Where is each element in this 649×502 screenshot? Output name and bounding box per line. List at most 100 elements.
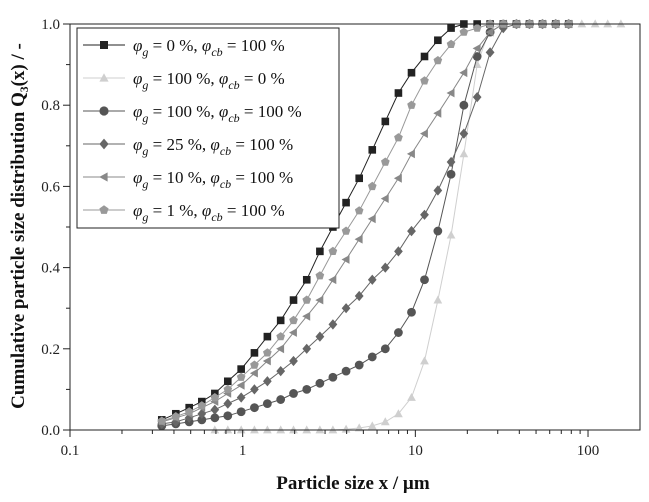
data-point xyxy=(276,425,286,434)
data-point xyxy=(446,169,456,179)
data-point xyxy=(250,425,259,434)
data-point xyxy=(223,398,233,409)
data-point xyxy=(328,372,338,382)
data-point xyxy=(380,344,390,354)
data-point xyxy=(237,365,245,373)
data-point xyxy=(276,332,285,341)
data-point xyxy=(171,412,181,421)
data-point xyxy=(420,52,429,61)
y-tick-label: 0.2 xyxy=(41,342,60,358)
data-point xyxy=(459,149,469,158)
legend-item: φg = 100 %, φcb = 100 % xyxy=(83,102,302,125)
data-point xyxy=(368,146,377,154)
x-tick-label: 100 xyxy=(577,443,600,459)
legend-marker xyxy=(99,73,109,82)
data-point xyxy=(433,185,443,196)
data-point xyxy=(472,44,481,53)
data-point xyxy=(171,416,181,427)
data-point xyxy=(236,407,246,417)
data-point xyxy=(302,311,311,321)
data-point xyxy=(381,157,390,166)
data-point xyxy=(354,290,364,302)
data-point xyxy=(616,19,626,28)
x-tick-label: 1 xyxy=(239,443,247,459)
data-point xyxy=(341,226,351,235)
data-point xyxy=(236,425,246,434)
data-point xyxy=(380,262,390,273)
data-point xyxy=(420,275,429,285)
data-point xyxy=(367,421,377,430)
data-point xyxy=(250,384,259,395)
data-point xyxy=(394,133,403,142)
data-point xyxy=(367,274,377,285)
data-point xyxy=(262,399,272,409)
legend-marker xyxy=(99,106,109,116)
data-point xyxy=(223,411,233,421)
data-point xyxy=(236,372,246,381)
data-point xyxy=(381,117,390,126)
data-point xyxy=(276,344,285,354)
data-point xyxy=(328,275,337,285)
data-point xyxy=(316,247,324,256)
data-point xyxy=(289,355,298,367)
legend: φg = 0 %, φcb = 100 % φg = 100 %, φcb = 0… xyxy=(76,27,340,229)
data-point xyxy=(433,226,443,236)
data-point xyxy=(236,392,246,403)
y-tick-label: 0.6 xyxy=(41,179,60,195)
data-point xyxy=(210,413,220,423)
x-tick-label: 0.1 xyxy=(61,443,80,459)
data-point xyxy=(250,403,259,413)
data-point xyxy=(420,356,429,365)
data-point xyxy=(197,408,207,419)
data-point xyxy=(459,27,469,36)
data-point xyxy=(315,378,325,388)
data-point xyxy=(263,425,272,434)
data-point xyxy=(367,214,376,224)
data-point xyxy=(289,296,298,304)
data-point xyxy=(302,275,311,284)
data-point xyxy=(420,129,428,138)
data-point xyxy=(276,316,285,325)
data-point xyxy=(433,56,443,65)
data-point xyxy=(380,194,389,203)
data-point xyxy=(472,23,482,32)
data-point xyxy=(394,246,403,257)
data-point xyxy=(302,425,312,434)
data-point xyxy=(472,52,482,61)
data-point xyxy=(485,27,494,37)
legend-marker xyxy=(99,138,109,150)
data-point xyxy=(210,393,220,402)
data-point xyxy=(407,393,416,401)
data-point xyxy=(276,366,286,377)
data-point xyxy=(394,328,403,337)
data-point xyxy=(354,234,363,244)
data-point xyxy=(328,246,338,255)
data-point xyxy=(407,225,416,237)
data-point xyxy=(420,209,429,220)
data-point xyxy=(263,348,272,357)
data-point xyxy=(354,360,364,370)
legend-item: φg = 10 %, φcb = 100 % xyxy=(83,168,293,191)
legend-box xyxy=(76,27,340,229)
legend-label: φg = 0 %, φcb = 100 % xyxy=(133,36,285,59)
data-point xyxy=(354,206,364,215)
data-point xyxy=(394,409,403,418)
data-point xyxy=(197,415,207,425)
data-point xyxy=(433,295,443,304)
data-point xyxy=(263,376,272,387)
data-point xyxy=(433,108,442,118)
data-point xyxy=(447,24,455,32)
y-tick-label: 0.4 xyxy=(41,261,60,277)
data-point xyxy=(472,92,482,103)
data-point xyxy=(263,332,272,341)
legend-label: φg = 1 %, φcb = 100 % xyxy=(133,201,285,224)
data-point xyxy=(434,36,442,45)
data-point xyxy=(315,425,325,434)
data-point xyxy=(223,384,233,394)
legend-label: φg = 100 %, φcb = 100 % xyxy=(133,102,302,125)
data-point xyxy=(315,295,324,305)
data-point xyxy=(341,424,351,433)
data-point xyxy=(289,315,298,325)
legend-label: φg = 10 %, φcb = 100 % xyxy=(133,168,293,191)
